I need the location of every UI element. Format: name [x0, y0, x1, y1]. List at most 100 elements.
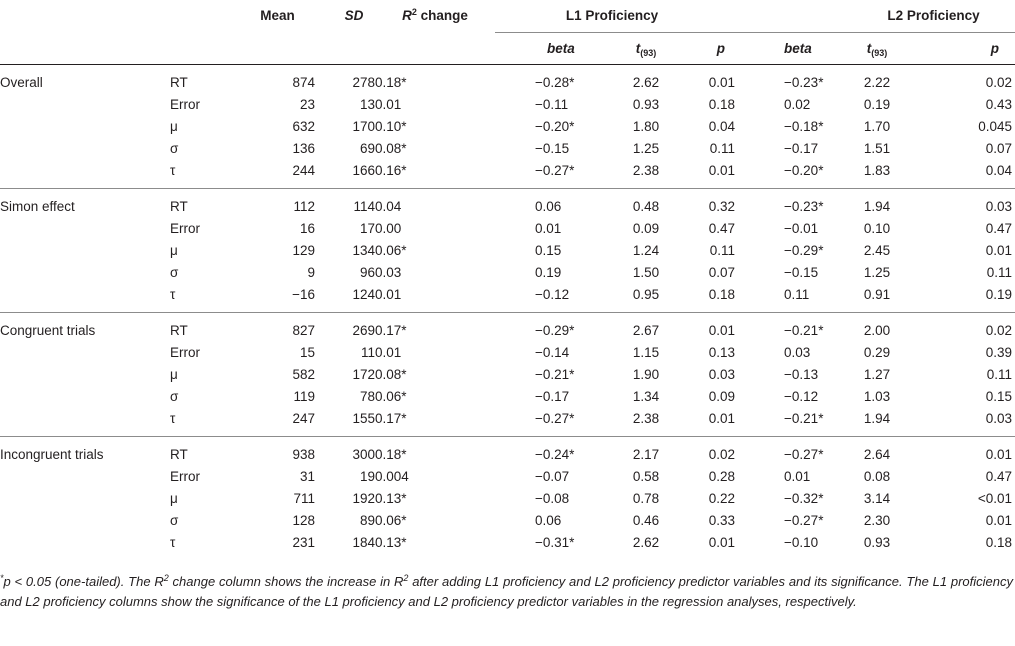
cell-l1-beta: −0.12 [535, 287, 570, 302]
group-label-empty [0, 138, 170, 160]
cell-mean: 827 [240, 312, 315, 342]
cell-l1-beta: 0.06 [495, 188, 610, 218]
cell-r2-change: 0.01 [375, 287, 402, 302]
cell-l1-p: 0.09 [708, 389, 736, 404]
cell-mean: 582 [292, 367, 315, 382]
cell-sd: 13 [359, 97, 375, 112]
cell-mean: 711 [293, 491, 315, 506]
table-row: μ 711 192 0.13* −0.08 0.78 0.22 −0.32* 3.14 <0.01 [0, 488, 1015, 510]
regression-table: Mean SD R2 change L1 Proficiency L2 Prof… [0, 0, 1015, 561]
cell-l1-beta: −0.24* [495, 436, 610, 466]
cell-l1-beta: −0.15 [535, 141, 570, 156]
header-l2-p: p [990, 41, 1000, 56]
cell-measure: τ [170, 287, 176, 302]
group-label-empty [0, 342, 170, 364]
table-row: σ 128 89 0.06* 0.06 0.46 0.33 −0.27* 2.30 0.01 [0, 510, 1015, 532]
cell-sd: 155 [352, 411, 375, 426]
cell-l1-p: 0.07 [708, 265, 736, 280]
cell-sd: 78 [359, 389, 375, 404]
cell-l2-beta: −0.23* [737, 64, 843, 94]
cell-l1-p: 0.01 [682, 64, 738, 94]
cell-l1-t: 1.24 [632, 243, 660, 258]
cell-l1-p: 0.02 [682, 436, 738, 466]
group-label-empty [0, 364, 170, 386]
cell-l2-p: 0.03 [985, 411, 1013, 426]
cell-l2-t: 2.30 [863, 513, 891, 528]
cell-measure: μ [170, 491, 178, 506]
cell-mean: 129 [292, 243, 315, 258]
cell-l2-t: 0.91 [863, 287, 891, 302]
cell-sd: 19 [359, 469, 375, 484]
group-label: Simon effect [0, 188, 170, 218]
cell-l1-p: 0.18 [708, 287, 736, 302]
cell-l1-beta: −0.29* [495, 312, 610, 342]
group-label-empty [0, 240, 170, 262]
table-row: σ 136 69 0.08* −0.15 1.25 0.11 −0.17 1.51 0.07 [0, 138, 1015, 160]
cell-l1-p: 0.13 [708, 345, 736, 360]
header-row-2: beta t(93) p beta t(93) p [0, 33, 1015, 65]
group-label-empty [0, 532, 170, 560]
cell-l2-t: 0.19 [863, 97, 891, 112]
cell-measure: μ [170, 367, 178, 382]
cell-l2-p: 0.15 [985, 389, 1013, 404]
table-row: Simon effect RT 112 114 0.04 0.06 0.48 0.32 −0.2… [0, 188, 1015, 218]
cell-l1-p: 0.11 [709, 243, 736, 258]
cell-measure: τ [170, 163, 176, 178]
cell-r2-change: 0.06* [375, 389, 407, 404]
header-l1-t: t(93) [635, 41, 657, 58]
cell-l2-t: 1.70 [863, 119, 891, 134]
group-label-empty [0, 466, 170, 488]
cell-l2-beta: −0.23* [737, 188, 843, 218]
cell-l1-t: 1.90 [632, 367, 660, 382]
cell-measure: σ [170, 513, 179, 528]
cell-mean: 119 [293, 389, 315, 404]
cell-l2-p: 0.02 [912, 312, 1015, 342]
cell-sd: 96 [359, 265, 375, 280]
cell-measure: μ [170, 119, 178, 134]
cell-r2-change: 0.01 [375, 345, 402, 360]
table-body: Overall RT 874 278 0.18* −0.28* 2.62 0.01 −0.23*… [0, 64, 1015, 561]
cell-sd: 192 [352, 491, 375, 506]
cell-mean: 128 [292, 513, 315, 528]
cell-l2-t: 3.14 [863, 491, 891, 506]
cell-l2-p: 0.02 [912, 64, 1015, 94]
table-row: σ 9 96 0.03 0.19 1.50 0.07 −0.15 1.25 0.11 [0, 262, 1015, 284]
cell-l1-p: 0.28 [708, 469, 736, 484]
cell-mean: 632 [292, 119, 315, 134]
cell-l2-beta: −0.27* [737, 436, 843, 466]
cell-mean: 231 [292, 535, 315, 550]
cell-l2-beta: −0.17 [784, 141, 819, 156]
cell-l1-t: 1.34 [632, 389, 660, 404]
cell-l1-beta: −0.31* [535, 535, 575, 550]
cell-sd: 172 [352, 367, 375, 382]
cell-l1-beta: −0.27* [535, 163, 575, 178]
header-mean: Mean [260, 8, 295, 24]
table-row: μ 129 134 0.06* 0.15 1.24 0.11 −0.29* 2.45 0.01 [0, 240, 1015, 262]
cell-mean: 15 [299, 345, 315, 360]
cell-l1-t: 0.95 [632, 287, 660, 302]
cell-mean: 938 [240, 436, 315, 466]
cell-sd: 69 [359, 141, 375, 156]
group-label: Overall [0, 64, 170, 94]
cell-mean: 136 [292, 141, 315, 156]
cell-l1-p: 0.01 [708, 535, 736, 550]
cell-l2-p: 0.03 [912, 188, 1015, 218]
header-l2-beta: beta [784, 41, 812, 56]
cell-l2-t: 1.03 [863, 389, 891, 404]
header-l1-proficiency: L1 Proficiency [495, 0, 738, 33]
table-footnote: *p < 0.05 (one-tailed). The R2 change co… [0, 573, 1013, 610]
header-sd: SD [344, 8, 364, 24]
cell-r2-change: 0.10* [375, 119, 407, 134]
cell-l1-beta: −0.27* [535, 411, 575, 426]
table-row: Congruent trials RT 827 269 0.17* −0.29* 2.67 0… [0, 312, 1015, 342]
group-label-empty [0, 262, 170, 284]
cell-l2-p: 0.19 [985, 287, 1013, 302]
cell-l2-p: 0.11 [986, 367, 1013, 382]
header-r2-change: R2 change [402, 7, 468, 24]
table-row: μ 632 170 0.10* −0.20* 1.80 0.04 −0.18* 1.70 0.04… [0, 116, 1015, 138]
cell-l1-beta: −0.08 [535, 491, 570, 506]
cell-r2-change: 0.17* [375, 411, 407, 426]
cell-l1-t: 1.50 [632, 265, 660, 280]
table-row: τ −16 124 0.01 −0.12 0.95 0.18 0.11 0.91 0.19 [0, 284, 1015, 313]
